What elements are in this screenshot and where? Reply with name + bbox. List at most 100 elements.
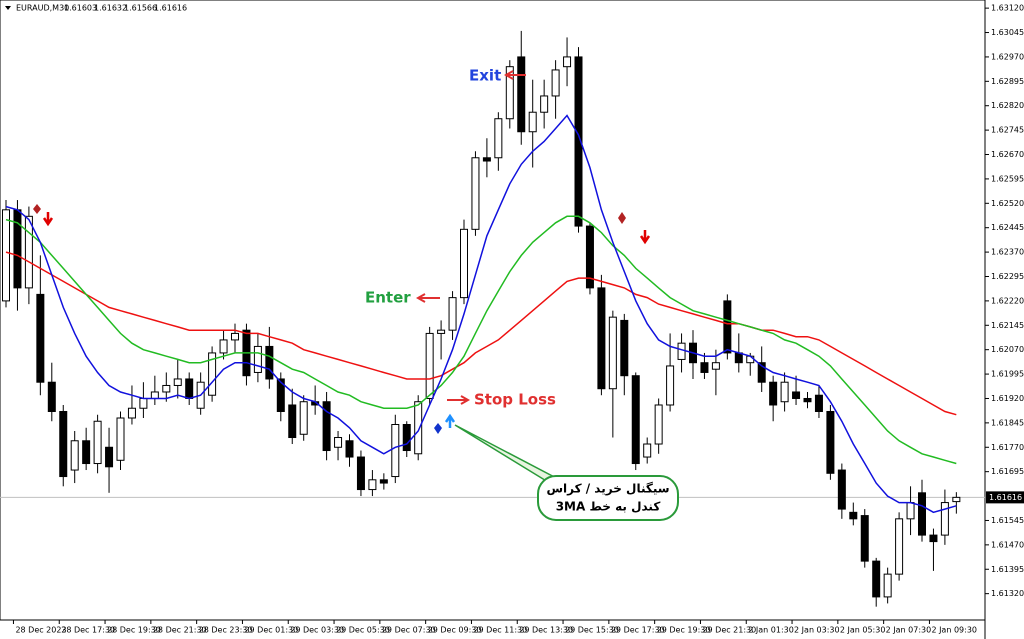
x-tick-label: 29 Dec 21:30	[702, 626, 756, 635]
candle-body	[482, 157, 491, 162]
x-tick-label: 29 Dec 13:30	[519, 626, 573, 635]
candle-body	[677, 342, 686, 360]
candle-body	[460, 228, 468, 299]
candle-body	[219, 339, 228, 354]
candle-body	[471, 157, 480, 230]
candle-body	[666, 365, 675, 406]
y-tick-label: 1.61395	[991, 565, 1024, 574]
candle-body	[792, 391, 801, 399]
candle-body	[952, 496, 961, 503]
sell-arrow	[42, 212, 54, 227]
sell-signal	[618, 212, 626, 224]
candle-body	[746, 355, 755, 364]
header-low: 1.61566	[124, 4, 157, 13]
symbol: EURAUD,M30	[16, 4, 69, 13]
candle-body	[814, 394, 823, 412]
y-tick-label: 1.62295	[991, 272, 1024, 281]
candle-body	[356, 456, 365, 491]
candle-body	[918, 492, 926, 536]
header-open: 1.61603	[64, 4, 97, 13]
callout-text: کندل به خط 3MA	[556, 500, 661, 514]
candle-body	[608, 316, 617, 390]
y-tick-label: 1.62670	[991, 150, 1024, 159]
candle-body	[231, 332, 239, 341]
candle-body	[643, 443, 652, 458]
candle-body	[883, 573, 892, 598]
candle-body	[253, 345, 262, 373]
candle-body	[391, 424, 400, 478]
candle-body	[105, 446, 114, 468]
candle-body	[654, 404, 663, 445]
buy-arrow	[444, 413, 456, 428]
candle-body	[402, 424, 411, 452]
y-tick-label: 1.61545	[991, 516, 1024, 525]
candle-body	[414, 401, 423, 455]
candle-body	[906, 502, 915, 520]
plot-frame	[0, 0, 986, 621]
y-tick-label: 1.63120	[991, 4, 1024, 13]
candle-body	[425, 332, 434, 399]
x-tick-label: 28 Dec 19:30	[107, 626, 161, 635]
x-tick-label: 28 Dec 21:30	[153, 626, 207, 635]
exit-arrow	[503, 70, 526, 80]
moving-average	[5, 114, 957, 514]
menu-arrow	[5, 6, 11, 10]
x-tick-label: 29 Dec 09:30	[428, 626, 482, 635]
candle-body	[803, 397, 812, 403]
candle-body	[322, 401, 331, 452]
y-tick-label: 1.61995	[991, 370, 1024, 379]
candle-body	[631, 375, 640, 465]
candle-body	[517, 56, 526, 133]
candle-body	[734, 352, 743, 364]
candle-body	[150, 391, 159, 399]
candle-body	[299, 401, 308, 435]
header-close: 1.61616	[154, 4, 187, 13]
candle-body	[208, 352, 217, 396]
candle-body	[620, 319, 629, 377]
candle-body	[185, 378, 194, 399]
x-tick-label: 2 Jan 09:30	[931, 626, 977, 635]
sell-arrow	[639, 230, 651, 245]
x-tick-label: 2 Jan 07:30	[886, 626, 932, 635]
candle-body	[780, 381, 789, 403]
candle-body	[872, 560, 881, 598]
candle-body	[448, 297, 457, 331]
x-tick-label: 29 Dec 07:30	[382, 626, 436, 635]
candle-body	[437, 329, 446, 334]
candle-body	[139, 397, 148, 409]
y-tick-label: 1.62895	[991, 77, 1024, 86]
enter-label: Enter	[365, 289, 411, 307]
candle-body	[826, 410, 835, 474]
header-high: 1.61632	[94, 4, 127, 13]
candle-body	[36, 293, 45, 383]
sell-signal	[33, 204, 41, 214]
candle-body	[2, 209, 10, 302]
candle-body	[574, 56, 583, 227]
candle-body	[929, 534, 938, 543]
y-tick-label: 1.62445	[991, 223, 1024, 232]
candle-body	[116, 417, 125, 461]
candle-body	[837, 469, 846, 510]
candle-body	[711, 362, 720, 370]
x-tick-label: 29 Dec 19:30	[657, 626, 711, 635]
candle-body	[379, 479, 388, 484]
moving-average	[5, 215, 957, 465]
y-tick-label: 1.62370	[991, 248, 1024, 257]
y-tick-label: 1.62595	[991, 174, 1024, 183]
stop-loss-label: Stop Loss	[474, 391, 556, 409]
callout-text: سیگنال خرید / کراس	[546, 482, 669, 496]
price-tag: 1.61616	[986, 491, 1024, 504]
candle-body	[265, 345, 274, 380]
candle-body	[47, 381, 56, 412]
x-tick-label: 2 Jan 05:30	[840, 626, 886, 635]
moving-average	[5, 251, 957, 416]
y-tick-label: 1.62970	[991, 52, 1024, 61]
y-tick-label: 1.61920	[991, 394, 1024, 403]
candle-body	[82, 440, 91, 465]
price-tag-label: 1.61616	[989, 493, 1022, 502]
x-tick-label: 29 Dec 01:30	[244, 626, 298, 635]
candle-body	[505, 66, 514, 120]
x-tick-label: 2 Jan 03:30	[794, 626, 840, 635]
